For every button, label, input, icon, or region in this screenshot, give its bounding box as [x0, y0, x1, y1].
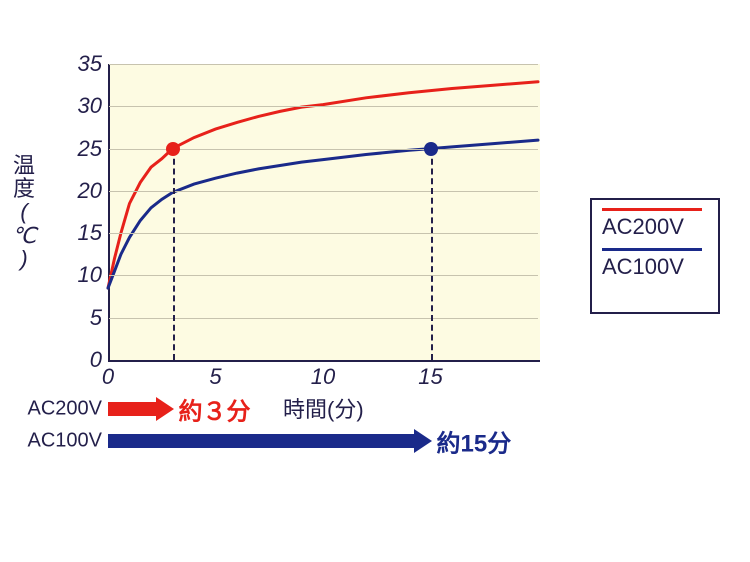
marker-dropline: [173, 149, 175, 360]
legend-label: AC100V: [602, 253, 708, 282]
y-axis-title: 温度(℃): [10, 154, 38, 269]
annotation-AC200V: AC200V約３分: [108, 400, 173, 418]
y-tick-label: 35: [62, 51, 102, 77]
marker-AC200V: [166, 142, 180, 156]
arrow-bar: [108, 434, 415, 448]
y-tick-label: 5: [62, 305, 102, 331]
annotation-label: AC100V: [28, 430, 109, 453]
annotation-text: 約３分: [173, 392, 251, 427]
x-tick-label: 10: [303, 364, 343, 390]
x-tick-label: 0: [88, 364, 128, 390]
arrow-head-icon: [414, 429, 432, 453]
legend-item-AC200V: AC200V: [602, 208, 708, 242]
legend-line-icon: [602, 248, 702, 251]
legend: AC200V AC100V: [590, 198, 720, 314]
legend-item-AC100V: AC100V: [602, 248, 708, 282]
y-tick-label: 30: [62, 93, 102, 119]
y-tick-label: 10: [62, 262, 102, 288]
marker-dropline: [431, 149, 433, 360]
x-tick-label: 5: [196, 364, 236, 390]
annotation-AC100V: AC100V約15分: [108, 432, 431, 450]
annotation-text: 約15分: [431, 424, 512, 459]
y-tick-label: 20: [62, 178, 102, 204]
y-tick-label: 15: [62, 220, 102, 246]
annotation-label: AC200V: [28, 398, 109, 421]
x-axis-title: 時間(分): [283, 392, 364, 424]
arrow-bar: [108, 402, 157, 416]
arrow-head-icon: [156, 397, 174, 421]
marker-AC100V: [424, 142, 438, 156]
legend-line-icon: [602, 208, 702, 211]
gridline: [109, 106, 538, 107]
gridline: [109, 64, 538, 65]
x-tick-label: 15: [411, 364, 451, 390]
y-tick-label: 25: [62, 136, 102, 162]
legend-label: AC200V: [602, 213, 708, 242]
